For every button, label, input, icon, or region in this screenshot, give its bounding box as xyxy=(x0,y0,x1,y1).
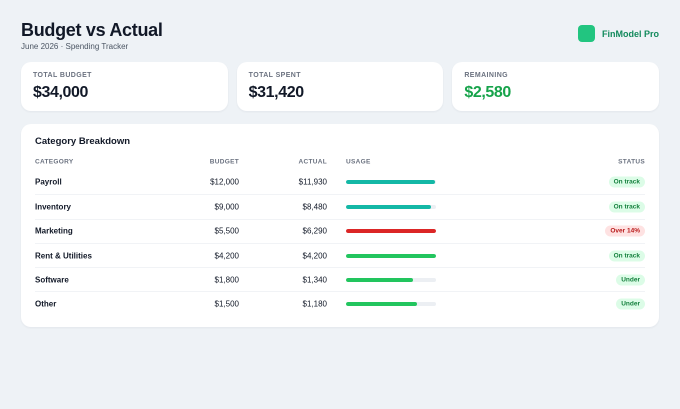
budget-value: $4,200 xyxy=(214,251,239,261)
status-badge: Under xyxy=(616,274,645,286)
status-cell: On track xyxy=(608,250,645,262)
status-cell: Over 14% xyxy=(605,225,645,237)
budget-value: $1,800 xyxy=(214,275,239,285)
status-cell: Under xyxy=(616,274,645,286)
status-cell: On track xyxy=(608,176,645,188)
actual-value: $8,480 xyxy=(302,202,327,212)
stat-card-total-budget: TOTAL BUDGET $34,000 xyxy=(21,62,228,111)
table-row[interactable]: Marketing $5,500 $6,290 Over 14% xyxy=(35,218,645,243)
usage-bar-fill xyxy=(346,277,413,282)
usage-bar-fill xyxy=(346,253,436,258)
table-body: Payroll $12,000 $11,930 On track Invento… xyxy=(35,170,645,316)
table-row[interactable]: Inventory $9,000 $8,480 On track xyxy=(35,194,645,218)
header: Budget vs Actual June 2026 · Spending Tr… xyxy=(21,19,659,61)
stat-label: REMAINING xyxy=(464,72,508,79)
stat-value: $2,580 xyxy=(464,84,511,101)
usage-bar-fill xyxy=(346,229,436,234)
category-name: Rent & Utilities xyxy=(35,251,92,261)
budget-value: $12,000 xyxy=(210,177,239,187)
actual-value: $11,930 xyxy=(298,177,327,187)
column-header-actual: ACTUAL xyxy=(298,158,327,166)
column-header-category: CATEGORY xyxy=(35,158,74,166)
stat-label: TOTAL BUDGET xyxy=(33,72,92,79)
status-badge: On track xyxy=(608,176,645,188)
table-row[interactable]: Other $1,500 $1,180 Under xyxy=(35,291,645,315)
status-cell: On track xyxy=(608,201,645,213)
column-header-status: STATUS xyxy=(618,158,645,166)
actual-value: $4,200 xyxy=(302,251,327,261)
stat-label: TOTAL SPENT xyxy=(248,72,301,79)
category-name: Payroll xyxy=(35,177,62,187)
stat-value: $31,420 xyxy=(248,84,304,101)
actual-value: $1,340 xyxy=(302,275,327,285)
category-breakdown-card: Category Breakdown CATEGORY BUDGET ACTUA… xyxy=(21,124,659,327)
category-name: Software xyxy=(35,275,69,285)
usage-bar xyxy=(346,253,436,258)
usage-bar-fill xyxy=(346,302,418,307)
usage-bar xyxy=(346,302,436,307)
page-title: Budget vs Actual xyxy=(21,20,163,40)
actual-value: $1,180 xyxy=(302,299,327,309)
category-name: Inventory xyxy=(35,202,72,212)
usage-bar xyxy=(346,204,436,209)
table-header: CATEGORY BUDGET ACTUAL USAGE STATUS xyxy=(35,154,645,170)
table-row[interactable]: Software $1,800 $1,340 Under xyxy=(35,267,645,291)
budget-value: $9,000 xyxy=(214,202,239,212)
budget-value: $5,500 xyxy=(214,226,239,236)
usage-bar-fill xyxy=(346,180,436,185)
brand[interactable]: FinModel Pro xyxy=(578,25,659,42)
table-row[interactable]: Payroll $12,000 $11,930 On track xyxy=(35,170,645,194)
stat-card-total-spent: TOTAL SPENT $31,420 xyxy=(236,62,444,111)
category-name: Marketing xyxy=(35,226,73,236)
category-name: Other xyxy=(35,299,57,309)
status-badge: Over 14% xyxy=(605,225,645,237)
budget-value: $1,500 xyxy=(214,299,239,309)
table-row[interactable]: Rent & Utilities $4,200 $4,200 On track xyxy=(35,242,645,267)
stats-row: TOTAL BUDGET $34,000 TOTAL SPENT $31,420… xyxy=(21,62,660,111)
column-header-budget: BUDGET xyxy=(209,158,239,166)
usage-bar xyxy=(346,277,436,282)
card-title: Category Breakdown xyxy=(35,136,131,147)
stat-card-remaining: REMAINING $2,580 xyxy=(452,62,660,111)
status-badge: On track xyxy=(608,201,645,213)
status-badge: On track xyxy=(608,250,645,262)
usage-bar xyxy=(346,180,436,185)
usage-bar-fill xyxy=(346,204,431,209)
brand-logo-icon xyxy=(578,25,595,42)
status-cell: Under xyxy=(616,298,645,310)
page-subtitle: June 2026 · Spending Tracker xyxy=(21,42,129,51)
stat-value: $34,000 xyxy=(33,84,89,101)
actual-value: $6,290 xyxy=(302,226,327,236)
brand-name: FinModel Pro xyxy=(602,28,659,39)
usage-bar xyxy=(346,229,436,234)
column-header-usage: USAGE xyxy=(346,158,371,166)
status-badge: Under xyxy=(616,298,645,310)
